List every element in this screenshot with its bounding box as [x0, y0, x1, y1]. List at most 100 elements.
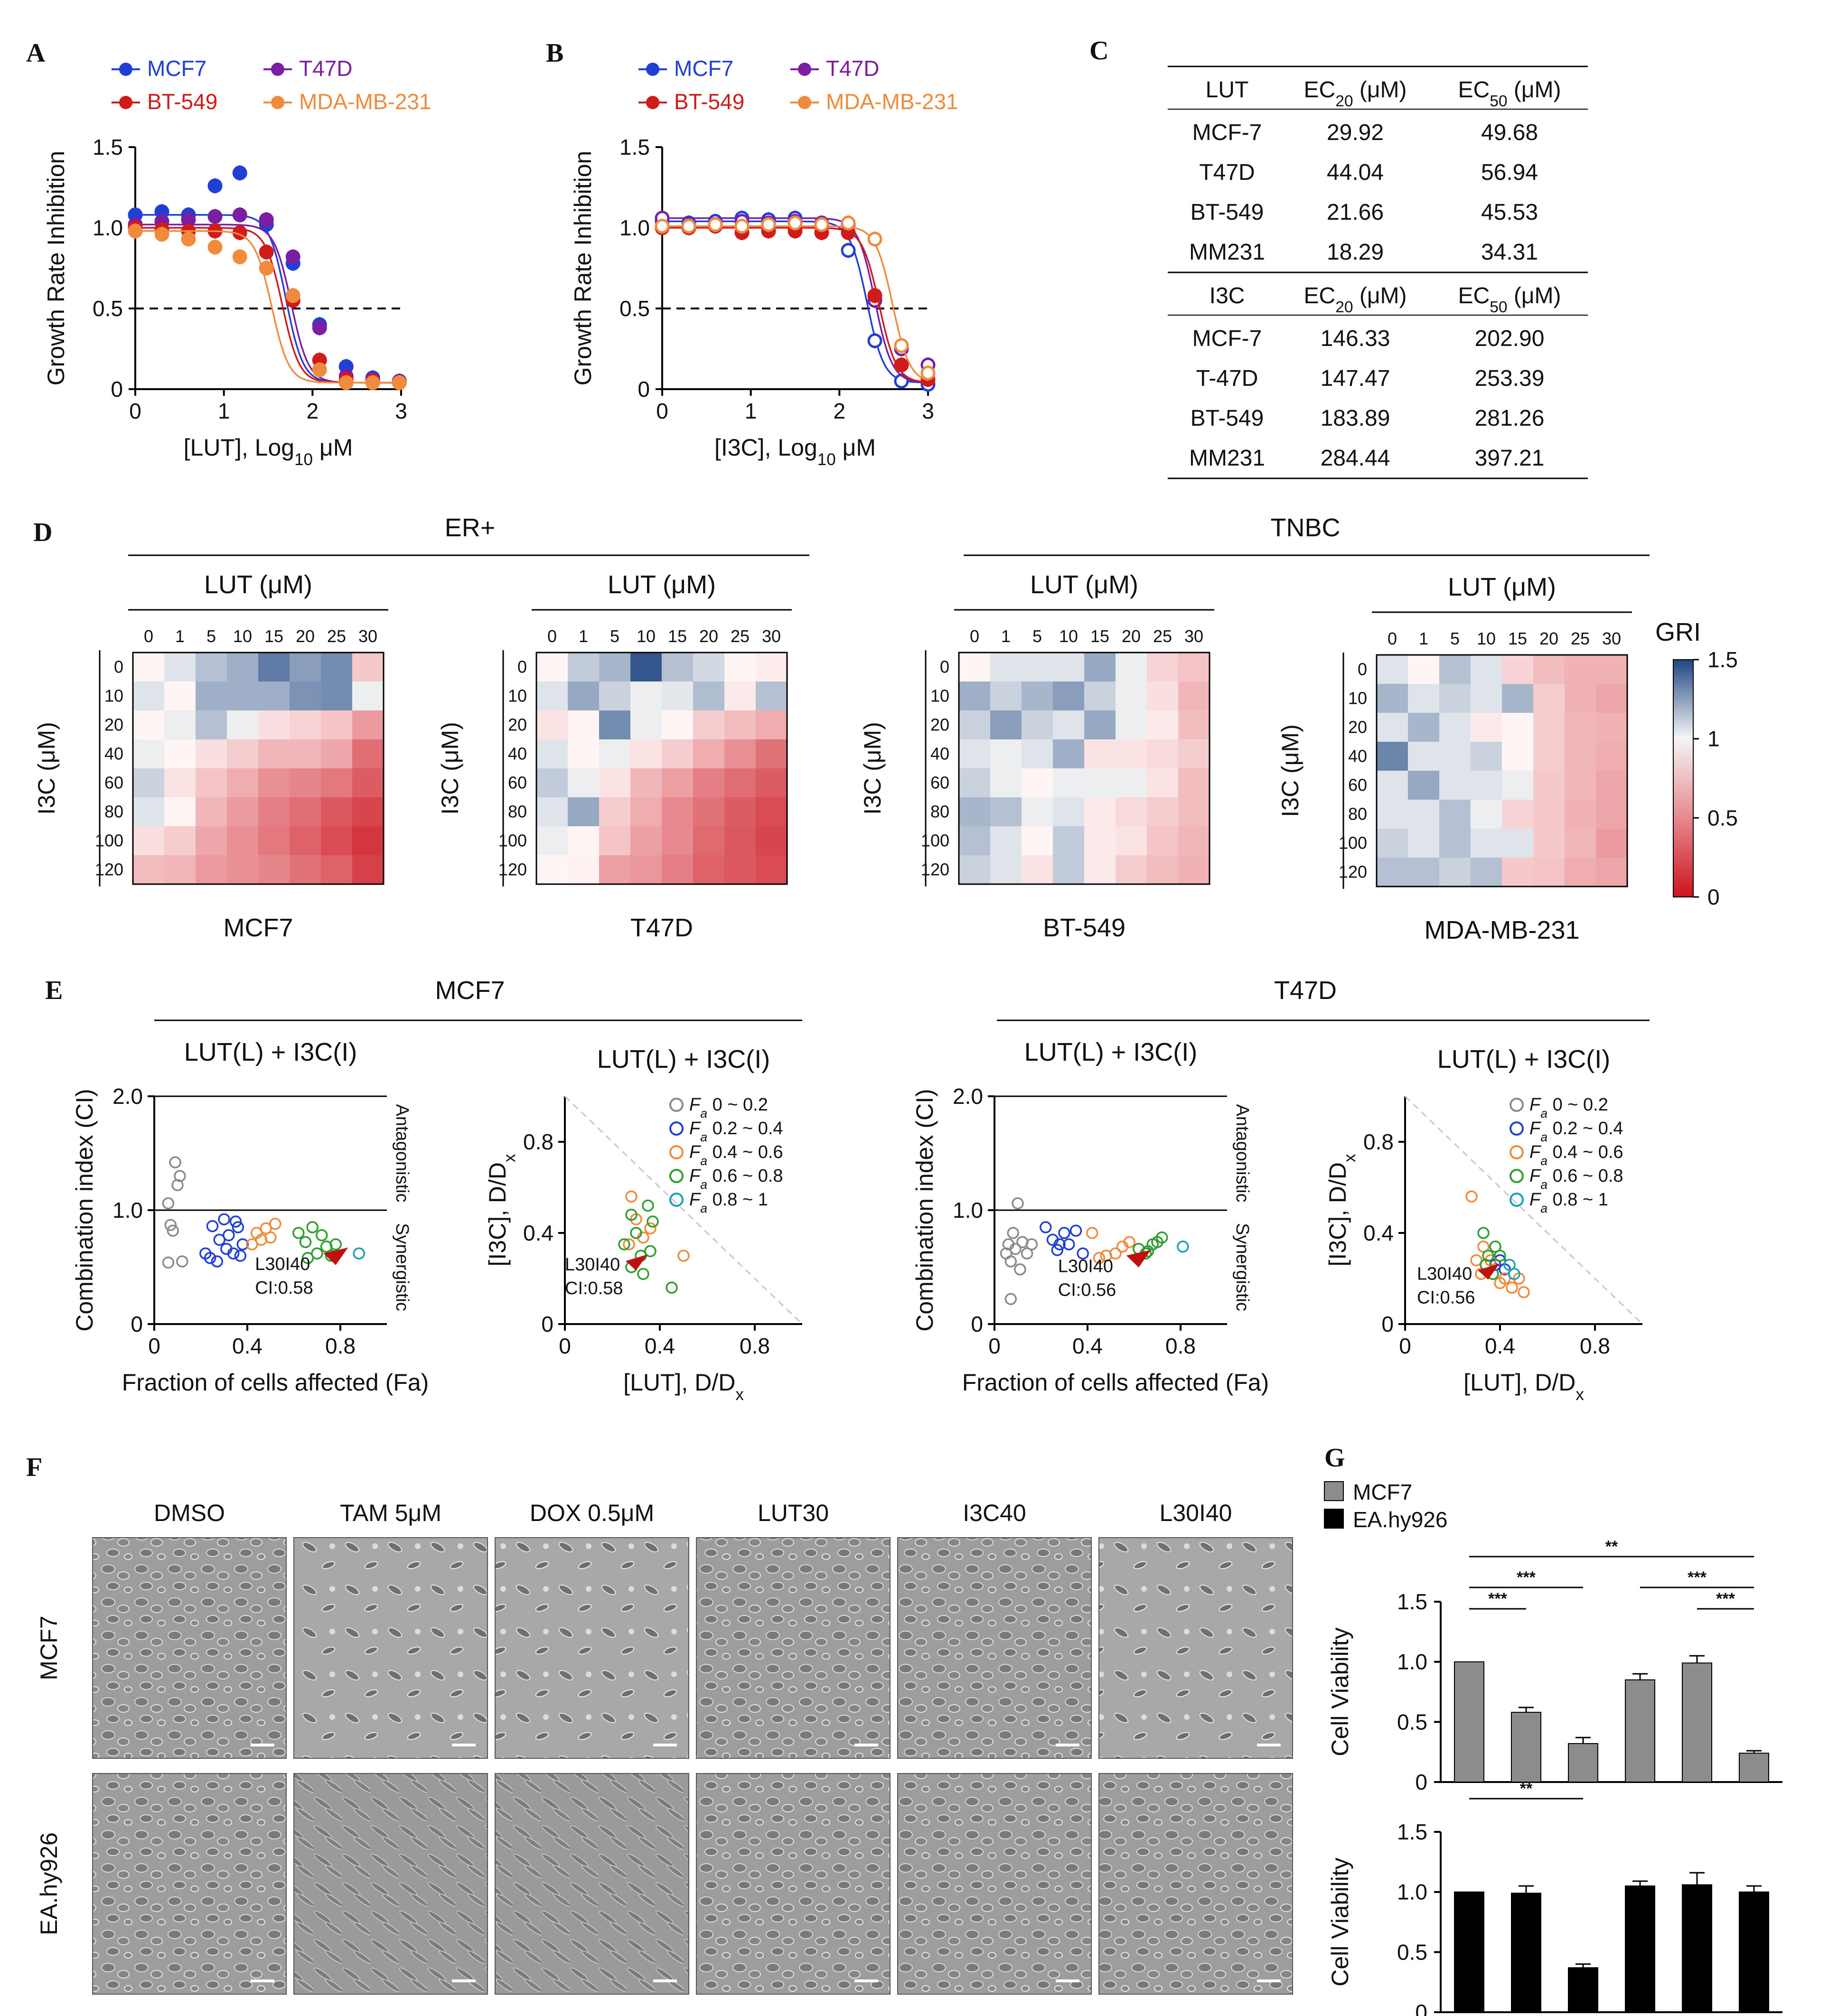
significance-label: *** — [1716, 1590, 1735, 1608]
ci-point — [1058, 1227, 1070, 1239]
y-tick-label: 1.0 — [1397, 1650, 1427, 1674]
data-point-bt-549 — [259, 244, 274, 260]
additivity-line — [564, 1095, 803, 1325]
legend-marker — [669, 1169, 684, 1183]
heatmap-x-tick: 30 — [762, 626, 781, 646]
legend-marker — [271, 63, 284, 76]
y-tick-label: 0 — [1415, 2000, 1427, 2016]
heatmap-cell — [1408, 713, 1440, 742]
iso-point — [1477, 1227, 1490, 1239]
ci-point — [220, 1242, 233, 1255]
colorbar-label: GRI — [1655, 618, 1701, 646]
heatmap-cell — [290, 826, 321, 856]
micrograph-image — [293, 1537, 488, 1759]
ci-point — [292, 1227, 305, 1239]
heatmap-x-tick: 20 — [1539, 629, 1558, 648]
heatmap-cell — [352, 681, 384, 711]
ci-point — [1025, 1238, 1038, 1251]
y-axis-label: [I3C], D/Dx — [484, 1154, 519, 1266]
group-label-mcf7: MCF7 — [435, 976, 505, 1005]
legend-swatch — [1324, 1481, 1344, 1501]
x-category-label: I3C40 — [1640, 2014, 1710, 2016]
micrograph-column-label: L30I40 — [1160, 1500, 1232, 1526]
heatmap-cell — [724, 739, 756, 769]
data-point-mda-mb-231 — [259, 261, 274, 276]
heatmap-cell — [352, 826, 384, 856]
ci-point — [232, 1221, 244, 1233]
heatmap-cell — [693, 826, 725, 856]
heatmap-cell — [662, 710, 694, 740]
heatmap-cell — [1178, 826, 1210, 856]
group-label-er-plus: ER+ — [445, 513, 496, 542]
heatmap-cell — [258, 653, 290, 682]
heatmap-frame — [535, 652, 788, 885]
micrograph-image — [1098, 1773, 1293, 1995]
heatmap-cell — [536, 797, 568, 827]
heatmap-y-tick: 10 — [508, 686, 527, 706]
heatmap-cell — [1377, 771, 1408, 800]
iso-point — [1518, 1286, 1530, 1298]
ci-point — [167, 1224, 179, 1237]
plot-title: LUT(L) + I3C(I) — [1024, 1038, 1198, 1066]
heatmap-y-tick: 100 — [498, 831, 527, 850]
x-category-label: TAM — [1481, 2014, 1539, 2016]
heatmap-cell — [1408, 684, 1440, 713]
table-cell: BT-549 — [1191, 200, 1264, 225]
heatmap-cell — [536, 855, 568, 885]
heatmap-x-tick: 1 — [579, 626, 588, 646]
table-cell: BT-549 — [1191, 406, 1264, 431]
heatmap-frame — [958, 652, 1210, 885]
heatmap-cell — [1147, 826, 1179, 856]
group-label-tnbc: TNBC — [1271, 513, 1341, 542]
iso-point — [1489, 1241, 1501, 1253]
heatmap-cell — [290, 855, 321, 885]
heatmap-x-tick: 0 — [1388, 629, 1397, 648]
data-point-mda-mb-231 — [894, 338, 909, 353]
heatmap-cell — [1377, 655, 1408, 684]
ci-point — [301, 1252, 314, 1264]
heatmap-x-tick: 30 — [1184, 626, 1203, 646]
x-category-label: LUT30 — [1576, 2014, 1653, 2016]
heatmap-cell — [1502, 858, 1534, 887]
heatmap-cell — [1471, 771, 1502, 800]
bar-dox — [1568, 1743, 1598, 1783]
ci-point — [234, 1250, 247, 1262]
iso-point — [677, 1250, 690, 1262]
heatmap-cell — [133, 797, 165, 827]
x-tick-label: 0 — [148, 1334, 160, 1358]
heatmap-cell — [196, 768, 227, 798]
table-cell: 183.89 — [1321, 406, 1390, 431]
heatmap-x-tick: 10 — [1477, 629, 1496, 648]
heatmap-y-tick: 40 — [104, 744, 123, 764]
heatmap-cell — [959, 797, 991, 827]
heatmap-cell — [568, 797, 600, 827]
heatmap-cell — [290, 797, 321, 827]
heatmap-cell — [724, 826, 756, 856]
heatmap-y-tick: 20 — [104, 715, 123, 735]
heatmap-y-tick: 120 — [95, 860, 123, 879]
heatmap-cell — [990, 681, 1022, 711]
heatmap-cell — [1533, 800, 1565, 829]
heatmap-cell — [536, 653, 568, 682]
heatmap-cell — [1377, 800, 1408, 829]
y-tick-label: 0.5 — [93, 296, 123, 321]
fit-curve-mcf7 — [662, 220, 928, 383]
heatmap-cell — [1439, 858, 1471, 887]
heatmap-cell — [196, 855, 227, 885]
heatmap-cell — [196, 826, 227, 856]
heatmap-cell — [1471, 655, 1502, 684]
heatmap-cell — [1565, 800, 1596, 829]
heatmap-cell — [1022, 681, 1053, 711]
heatmap-cell — [321, 739, 353, 769]
heatmap-cell — [959, 855, 991, 885]
heatmap-cell — [756, 855, 788, 885]
x-tick-label: 0.4 — [232, 1334, 263, 1358]
heatmap-cell — [227, 653, 259, 682]
heatmap-cell — [1377, 858, 1408, 887]
heatmap-cell — [693, 768, 725, 798]
heatmap-cell — [1178, 681, 1210, 711]
heatmap-cell — [1084, 710, 1116, 740]
ci-point — [246, 1238, 258, 1251]
heatmap-cell — [1502, 742, 1534, 771]
annotation-label: L30I40 — [255, 1254, 310, 1274]
